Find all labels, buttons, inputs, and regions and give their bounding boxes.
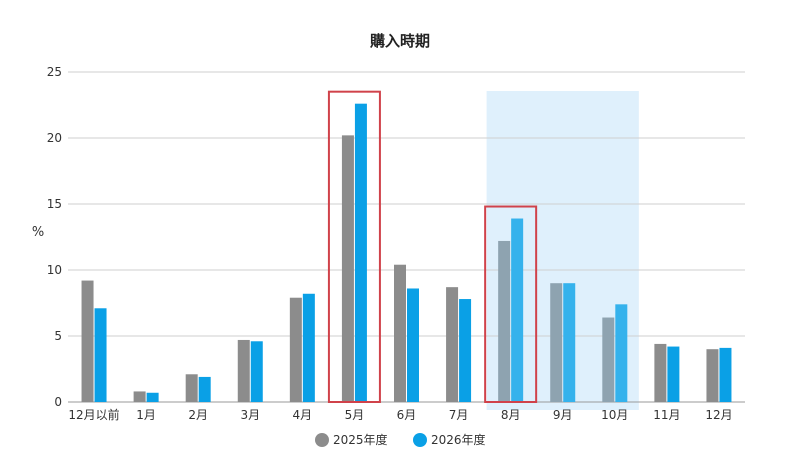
y-tick-label: 25 <box>47 65 62 79</box>
bar-2025-11 <box>602 317 615 402</box>
legend-label: 2025年度 <box>333 432 388 447</box>
x-tick-label: 12月 <box>705 408 732 422</box>
bar-2026-10 <box>563 283 576 402</box>
x-tick-label: 2月 <box>188 408 208 422</box>
bar-2026-2 <box>146 392 159 402</box>
x-tick-label: 8月 <box>501 408 521 422</box>
chart-title: 購入時期 <box>369 32 430 50</box>
x-tick-label: 9月 <box>553 408 573 422</box>
highlight-boxes <box>327 90 538 404</box>
bar-2026-4 <box>250 341 263 402</box>
bar-2025-12 <box>654 343 667 402</box>
legend-marker <box>413 433 427 447</box>
bar-2026-1 <box>94 308 107 402</box>
bar-2025-6 <box>341 135 354 403</box>
y-tick-label: 0 <box>54 395 62 409</box>
x-tick-label: 6月 <box>397 408 417 422</box>
legend: 2025年度 2026年度 <box>315 432 486 447</box>
bars <box>81 103 732 403</box>
bar-2026-7 <box>407 288 419 402</box>
bar-2025-13 <box>706 349 719 402</box>
y-tick-label: 20 <box>47 131 62 145</box>
bar-2026-8 <box>459 299 472 402</box>
y-axis-label: % <box>32 225 44 240</box>
bar-2025-3 <box>185 374 198 402</box>
x-tick-label: 3月 <box>240 408 260 422</box>
bar-2026-9 <box>511 218 524 402</box>
bar-2025-10 <box>550 283 563 402</box>
gridlines <box>68 71 745 403</box>
y-tick-label: 10 <box>47 263 62 277</box>
y-tick-label: 5 <box>54 329 62 343</box>
bar-2026-12 <box>667 346 680 402</box>
x-tick-label: 12月以前 <box>68 407 119 422</box>
highlight-box <box>484 205 538 403</box>
y-axis-ticks: 0 5 10 15 20 25 <box>47 65 62 409</box>
bar-2025-4 <box>237 339 250 402</box>
bar-2026-6 <box>354 103 367 403</box>
bar-2025-7 <box>394 264 406 402</box>
bar-2025-9 <box>498 240 511 402</box>
x-tick-label: 11月 <box>653 408 680 422</box>
bar-2025-5 <box>289 297 302 402</box>
x-tick-label: 5月 <box>345 408 365 422</box>
bar-2025-8 <box>446 287 459 402</box>
bar-2026-5 <box>302 293 315 402</box>
bar-2025-2 <box>133 391 146 402</box>
bar-2026-3 <box>198 376 211 402</box>
y-tick-label: 15 <box>47 197 62 211</box>
x-tick-label: 10月 <box>601 408 628 422</box>
bar-2026-13 <box>719 347 732 402</box>
legend-marker <box>315 433 329 447</box>
x-axis-ticks: 12月以前 1月 2月 3月 4月 5月 6月 7月 8月 9月 10月 11月 12月 <box>68 407 732 422</box>
x-tick-label: 7月 <box>449 408 469 422</box>
x-tick-label: 4月 <box>293 408 313 422</box>
highlight-box <box>327 90 381 404</box>
bar-2025-1 <box>81 280 94 402</box>
x-tick-label: 1月 <box>136 408 156 422</box>
bar-2026-11 <box>615 304 628 402</box>
legend-label: 2026年度 <box>431 432 486 447</box>
